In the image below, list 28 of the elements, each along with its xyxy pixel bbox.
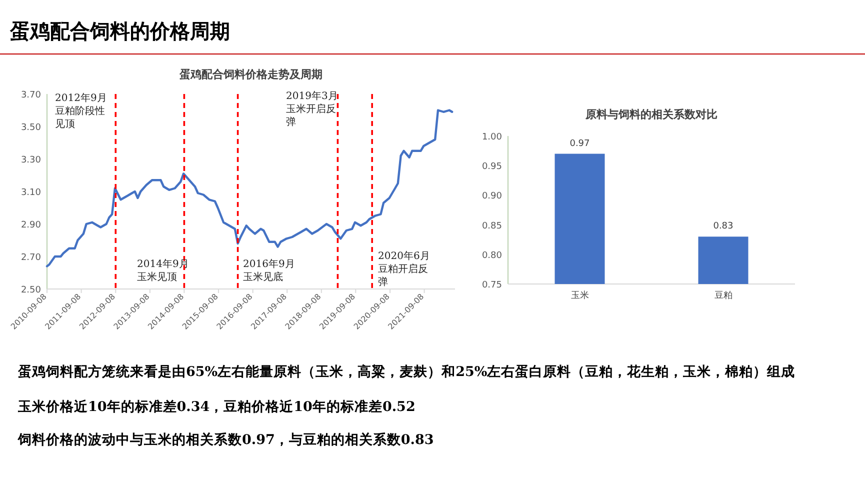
y-tick-label: 2.50: [20, 286, 42, 296]
y-tick-label: 3.70: [20, 90, 42, 100]
chart-title: 原料与饲料的相关系数对比: [584, 108, 718, 121]
y-tick-label: 3.10: [20, 188, 42, 198]
annotation: 2020年6月豆粕开启反弹: [378, 250, 431, 289]
annotation: 2019年3月玉米开启反弹: [286, 90, 339, 129]
x-tick-label: 豆粕: [714, 290, 732, 301]
y-tick-label: 1.00: [482, 132, 502, 142]
y-tick-label: 0.95: [482, 162, 502, 172]
text: 玉米价格近10年的标准差0.34，豆粕价格近10年的标准差0.52: [18, 399, 416, 415]
y-tick-label: 2.90: [20, 220, 42, 230]
y-tick-label: 3.30: [20, 156, 42, 166]
data-label: 0.83: [713, 222, 734, 232]
chart-title: 蛋鸡配合饲料价格走势及周期: [178, 68, 322, 81]
text: 饲料价格的波动中与玉米的相关系数0.97，与豆粕的相关系数0.83: [18, 432, 434, 448]
text: 蛋鸡饲料配方笼统来看是由65%左右能量原料（玉米，高粱，麦麸）和25%左右蛋白原料（豆粕，花生粕，玉米，棉粕）组成: [18, 364, 796, 380]
text: 蛋鸡配合饲料的价格周期: [9, 19, 230, 43]
annotation: 2016年9月玉米见底: [243, 258, 296, 284]
y-tick-label: 0.90: [482, 192, 502, 202]
annotation: 2012年9月豆粕阶段性见顶: [55, 92, 108, 131]
y-tick-label: 0.80: [482, 250, 502, 261]
y-tick-label: 3.50: [20, 123, 42, 133]
y-tick-label: 0.85: [482, 221, 502, 232]
y-tick-label: 2.70: [20, 253, 42, 263]
annotation: 2014年9月玉米见顶: [137, 258, 190, 284]
x-tick-label: 玉米: [570, 290, 589, 301]
y-tick-label: 0.75: [482, 280, 502, 290]
data-label: 0.97: [570, 138, 590, 149]
